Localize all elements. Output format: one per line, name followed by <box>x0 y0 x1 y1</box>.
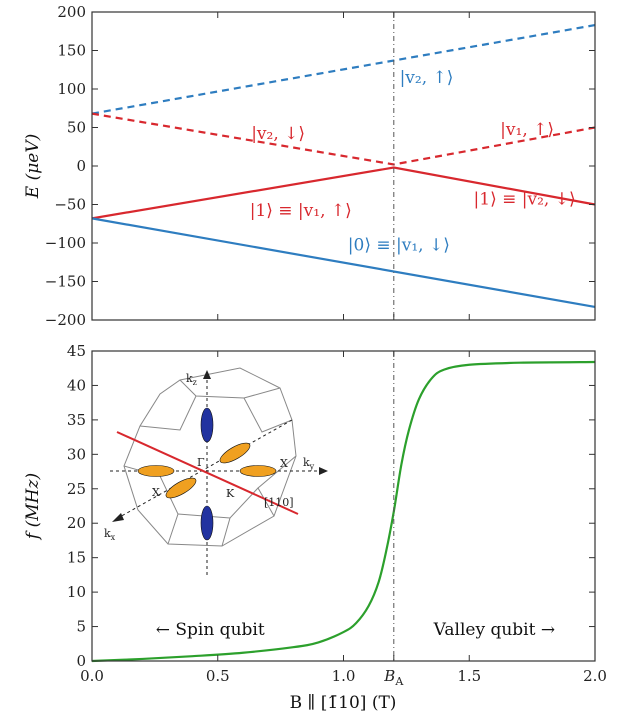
energy-series-group <box>91 24 596 308</box>
bz-kx-arrow <box>112 513 124 522</box>
bz-label-x-right: X <box>280 457 288 470</box>
energy-ytick-label: −50 <box>54 196 86 214</box>
frequency-xtick-label: 2.0 <box>583 667 607 685</box>
frequency-ticks-group: 45 40 35 30 25 20 15 10 5 00.0 0.5 1.0 BA 1.5 2.0 <box>67 342 607 688</box>
energy-ytick-label: 200 <box>57 3 86 21</box>
bz-inner-edge-6 <box>221 517 231 547</box>
energy-plot-frame <box>91 11 596 321</box>
bz-label-x-left: X <box>152 486 160 499</box>
bz-label-k: K <box>226 487 235 500</box>
frequency-xtick-label-ba: BA <box>383 667 404 688</box>
bz-inner-edge-4 <box>123 465 179 545</box>
frequency-ytick-label: 5 <box>76 618 86 636</box>
energy-ytick-label: 150 <box>57 42 86 60</box>
frequency-series-0 <box>91 360 596 663</box>
energy-annotation-1: |v₂, ↓⟩ <box>251 124 305 144</box>
bz-label-kx-sub: x <box>111 533 116 542</box>
frequency-ytick-label: 0 <box>76 652 86 670</box>
frequency-ytick-label: 30 <box>67 445 86 463</box>
energy-ytick-label: −200 <box>45 311 86 329</box>
valley-ellipsoid-right <box>239 465 277 477</box>
energy-annotation-0: |v₂, ↑⟩ <box>400 68 454 88</box>
bz-inner-edge-2 <box>139 395 197 431</box>
bz-label-kx: kx <box>104 527 116 542</box>
frequency-ytick-label: 15 <box>67 549 86 567</box>
frequency-plot-frame <box>91 350 596 662</box>
frequency-ytick-label: 35 <box>67 411 86 429</box>
frequency-annotation-0: ← Spin qubit <box>156 620 265 640</box>
valley-ellipsoid-bottom <box>200 505 214 541</box>
bz-label-ky-main: k <box>303 456 310 469</box>
bz-inner-edge-7 <box>257 455 297 489</box>
energy-series-0 <box>91 24 596 115</box>
energy-ytick-label: −100 <box>45 234 86 252</box>
frequency-ytick-label: 10 <box>67 583 86 601</box>
bz-inner-edge-1 <box>179 379 281 399</box>
bz-label-ky-sub: y <box>309 462 315 471</box>
bz-label-kx-main: k <box>104 527 111 540</box>
frequency-annotations-group: ← Spin qubit Valley qubit → <box>156 620 555 640</box>
frequency-xtick-label-ba-main: B <box>383 667 395 685</box>
frequency-xtick-label: 1.5 <box>457 667 481 685</box>
energy-ytick-label: 100 <box>57 80 86 98</box>
frequency-annotation-1: Valley qubit → <box>433 620 555 640</box>
frequency-y-axis-label: f (MHz) <box>23 473 43 541</box>
valley-ellipsoid-lower-diagonal <box>165 477 197 499</box>
frequency-ytick-label: 45 <box>67 342 86 360</box>
valley-ellipsoid-upper-diagonal <box>219 442 251 464</box>
bz-label-kz: kz <box>186 372 197 387</box>
frequency-ytick-label: 40 <box>67 376 86 394</box>
bz-label-kz-sub: z <box>193 378 197 387</box>
bz-110-direction-line <box>116 431 299 515</box>
bz-label-110: [110] <box>264 496 294 509</box>
frequency-ytick-label: 20 <box>67 514 86 532</box>
energy-annotation-3: |1⟩ ≡ |v₁, ↑⟩ <box>250 201 352 221</box>
bz-ky-arrow <box>319 467 328 475</box>
frequency-xtick-label: 0.5 <box>206 667 230 685</box>
energy-ytick-label: −150 <box>45 273 86 291</box>
bz-label-gamma: Γ <box>197 456 205 469</box>
bz-label-ky: ky <box>303 456 315 471</box>
frequency-x-axis-label: B ∥ [1̄10] (T) <box>290 693 397 713</box>
bz-inner-edge-3 <box>243 397 293 433</box>
frequency-panel: 45 40 35 30 25 20 15 10 5 00.0 0.5 1.0 BA 1.5 2.0 ← Sp… <box>23 342 607 713</box>
frequency-xtick-label: 1.0 <box>332 667 356 685</box>
frequency-xtick-label: 0.0 <box>80 667 104 685</box>
frequency-ytick-label: 25 <box>67 480 86 498</box>
energy-annotation-5: |0⟩ ≡ |v₁, ↓⟩ <box>348 236 450 256</box>
energy-annotation-2: |v₁, ↑⟩ <box>500 120 554 140</box>
energy-series-3 <box>91 217 596 308</box>
energy-ytick-label: 0 <box>76 157 86 175</box>
energy-ticks-group: 200 150 100 50 0 −50 −100 −150 −200 <box>45 3 596 329</box>
frequency-series-group <box>91 360 596 663</box>
frequency-xtick-label-ba-sub: A <box>394 675 404 688</box>
energy-annotation-4: |1⟩ ≡ |v₂, ↓⟩ <box>474 190 576 210</box>
bz-kz-arrow <box>203 370 211 379</box>
bz-label-kz-main: k <box>186 372 193 385</box>
valley-ellipsoid-left <box>137 465 175 477</box>
energy-ytick-label: 50 <box>67 119 86 137</box>
brillouin-zone-inset: kz ky kx Γ X X K [110] <box>104 367 328 575</box>
energy-series-2 <box>91 166 596 220</box>
energy-y-axis-label: E (μeV) <box>23 134 43 199</box>
valley-ellipsoid-top <box>200 407 214 443</box>
energy-annotations-group: |v₂, ↑⟩ |v₂, ↓⟩ |v₁, ↑⟩ |1⟩ ≡ |v₁, ↑⟩ |1⟩ ≡ … <box>250 68 576 256</box>
